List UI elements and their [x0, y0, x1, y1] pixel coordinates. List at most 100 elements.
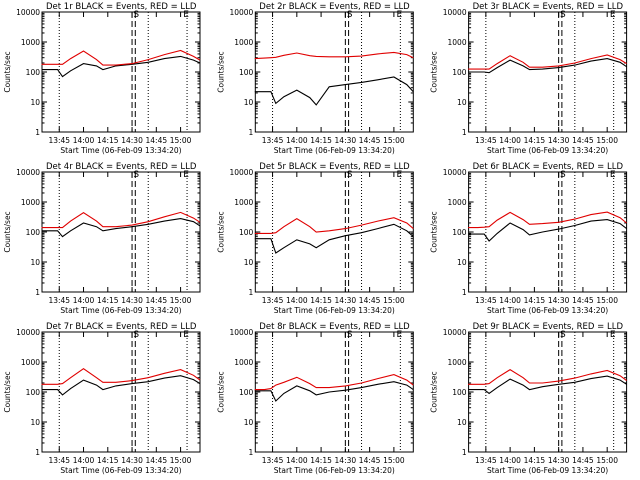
x-tick-label: 14:00	[499, 456, 521, 465]
x-tick-label: 14:45	[572, 296, 594, 305]
y-tick-label: 100	[239, 68, 254, 77]
lld-series-line	[468, 368, 627, 385]
y-axis-label: Counts/sec	[3, 371, 12, 412]
x-tick-label: 15:00	[596, 456, 618, 465]
y-tick-label: 10	[457, 418, 467, 427]
panel-title: Det 5r BLACK = Events, RED = LLD	[259, 162, 410, 172]
x-tick-label: 15:00	[596, 136, 618, 145]
x-tick-label: 15:00	[383, 296, 405, 305]
y-tick-label: 10	[244, 98, 254, 107]
x-tick-label: 13:45	[48, 136, 70, 145]
start-marker-label: S	[133, 10, 139, 20]
y-tick-label: 10000	[16, 168, 40, 177]
x-tick-label: 14:30	[121, 456, 143, 465]
plot-frame	[254, 171, 414, 293]
y-tick-label: 1	[462, 128, 467, 137]
plot-frame	[468, 11, 628, 133]
x-tick-label: 15:00	[383, 136, 405, 145]
x-tick-label: 14:30	[548, 136, 570, 145]
x-tick-label: 14:45	[146, 296, 168, 305]
x-tick-label: 15:00	[170, 456, 192, 465]
x-tick-label: 13:45	[262, 456, 284, 465]
detector-panel: Det 1r BLACK = Events, RED = LLD 1 10 100 10…	[3, 2, 201, 155]
y-tick-label: 10000	[16, 8, 40, 17]
x-tick-label: 14:30	[121, 136, 143, 145]
panel-title: Det 8r BLACK = Events, RED = LLD	[259, 322, 410, 332]
events-series-line	[468, 58, 627, 74]
x-tick-label: 14:45	[572, 136, 594, 145]
end-marker-label: E	[610, 10, 616, 20]
y-tick-label: 10	[30, 258, 40, 267]
detector-panel: Det 3r BLACK = Events, RED = LLD 1 10 100 10…	[430, 2, 628, 155]
y-tick-label: 100	[26, 68, 41, 77]
events-series-line	[468, 219, 627, 242]
events-series-line	[468, 375, 627, 395]
x-tick-label: 14:00	[286, 456, 308, 465]
detector-panel: Det 6r BLACK = Events, RED = LLD 1 10 100 10…	[430, 162, 628, 315]
x-tick-label: 14:15	[310, 296, 332, 305]
y-tick-label: 100	[239, 228, 254, 237]
end-marker-label: E	[397, 170, 403, 180]
detector-panel: Det 8r BLACK = Events, RED = LLD 1 10 100 10…	[216, 322, 414, 475]
x-tick-label: 13:45	[475, 136, 497, 145]
lld-series-line	[41, 211, 201, 229]
end-marker-label: E	[183, 170, 189, 180]
y-tick-label: 10	[244, 418, 254, 427]
y-tick-label: 10000	[229, 328, 253, 337]
y-tick-label: 1	[35, 448, 40, 457]
y-tick-label: 10	[244, 258, 254, 267]
y-tick-label: 1	[462, 288, 467, 297]
y-tick-label: 1	[249, 288, 254, 297]
x-tick-label: 13:45	[475, 456, 497, 465]
y-tick-label: 100	[452, 228, 467, 237]
y-tick-label: 10	[30, 98, 40, 107]
y-tick-label: 1	[249, 448, 254, 457]
y-axis-label: Counts/sec	[216, 51, 225, 92]
x-tick-label: 14:30	[121, 296, 143, 305]
y-tick-label: 10000	[16, 328, 40, 337]
x-tick-label: 14:00	[499, 136, 521, 145]
x-tick-label: 14:45	[359, 296, 381, 305]
x-tick-label: 13:45	[262, 136, 284, 145]
y-tick-label: 1	[35, 128, 40, 137]
lld-series-line	[254, 374, 414, 391]
x-axis-label: Start Time (06-Feb-09 13:34:20)	[274, 146, 395, 155]
y-tick-label: 10	[457, 258, 467, 267]
x-axis-label: Start Time (06-Feb-09 13:34:20)	[487, 306, 608, 315]
detector-panel: Det 7r BLACK = Events, RED = LLD 1 10 100 10…	[3, 322, 201, 475]
y-tick-label: 100	[452, 388, 467, 397]
x-axis-label: Start Time (06-Feb-09 13:34:20)	[60, 466, 181, 475]
x-tick-label: 14:30	[548, 456, 570, 465]
start-marker-label: S	[347, 330, 353, 340]
x-tick-label: 13:45	[475, 296, 497, 305]
x-tick-label: 14:45	[359, 456, 381, 465]
x-tick-label: 13:45	[48, 456, 70, 465]
y-axis-label: Counts/sec	[430, 51, 439, 92]
x-tick-label: 15:00	[596, 296, 618, 305]
panel-title: Det 3r BLACK = Events, RED = LLD	[473, 2, 624, 12]
start-marker-label: S	[560, 330, 566, 340]
y-tick-label: 10	[457, 98, 467, 107]
x-tick-label: 14:15	[97, 136, 119, 145]
y-axis-label: Counts/sec	[216, 371, 225, 412]
x-tick-label: 14:15	[524, 136, 546, 145]
panel-title: Det 9r BLACK = Events, RED = LLD	[473, 322, 624, 332]
plot-frame	[41, 171, 201, 293]
events-series-line	[254, 223, 414, 254]
y-tick-label: 1	[35, 288, 40, 297]
y-tick-label: 1	[462, 448, 467, 457]
x-axis-label: Start Time (06-Feb-09 13:34:20)	[487, 466, 608, 475]
panel-title: Det 7r BLACK = Events, RED = LLD	[46, 322, 197, 332]
end-marker-label: E	[610, 330, 616, 340]
x-tick-label: 14:45	[146, 136, 168, 145]
y-tick-label: 10000	[229, 168, 253, 177]
x-tick-label: 14:30	[548, 296, 570, 305]
events-series-line	[254, 381, 414, 402]
x-tick-label: 14:45	[572, 456, 594, 465]
plot-frame	[468, 331, 628, 453]
y-tick-label: 10000	[229, 8, 253, 17]
y-tick-label: 1000	[21, 198, 40, 207]
lld-series-line	[254, 217, 414, 234]
lld-series-line	[468, 54, 627, 70]
